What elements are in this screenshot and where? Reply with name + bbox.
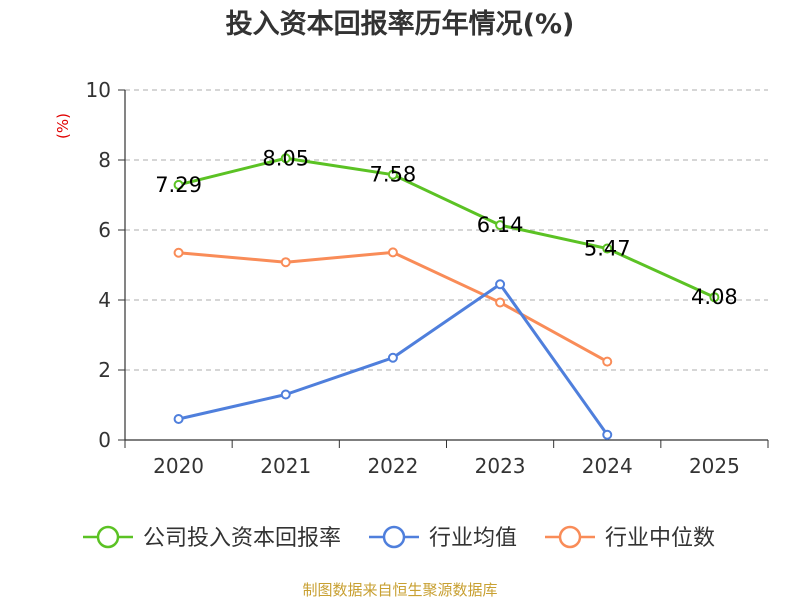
x-tick-label: 2024 <box>582 454 633 478</box>
data-label: 4.08 <box>691 285 738 309</box>
data-point <box>495 220 506 231</box>
data-label: 5.47 <box>584 237 631 261</box>
series-2 <box>173 247 613 367</box>
chart-title: 投入资本回报率历年情况(%) <box>226 8 575 40</box>
data-label: 8.05 <box>262 146 309 170</box>
y-axis-unit: (%) <box>54 113 72 139</box>
y-tick-label: 10 <box>86 78 111 102</box>
x-tick-label: 2020 <box>153 454 204 478</box>
axis-layer: 0 2 4 6 8 10 2020 2021 2022 2023 2024 2025 <box>86 78 769 478</box>
x-tick-label: 2023 <box>475 454 526 478</box>
series-line <box>178 156 716 299</box>
legend-marker <box>96 525 120 549</box>
legend-marker <box>558 525 582 549</box>
y-tick-label: 4 <box>98 288 111 312</box>
y-tick-label: 0 <box>98 428 111 452</box>
data-label-layer: 7.29 8.05 7.58 6.14 5.47 4.08 <box>155 146 738 309</box>
series-1 <box>173 279 613 440</box>
data-point <box>387 352 398 363</box>
data-label: 6.14 <box>477 213 524 237</box>
data-point <box>495 279 506 290</box>
data-point <box>280 257 291 268</box>
y-tick-label: 6 <box>98 218 111 242</box>
x-tick-label: 2025 <box>689 454 740 478</box>
data-point <box>173 179 184 190</box>
data-label: 7.58 <box>370 163 417 187</box>
legend-label: 行业均值 <box>429 526 517 551</box>
data-point <box>173 414 184 424</box>
data-point <box>602 356 613 367</box>
series-0 <box>173 153 720 303</box>
legend: 公司投入资本回报率 行业均值 行业中位数 <box>83 525 715 551</box>
data-point <box>602 429 613 440</box>
legend-marker <box>382 525 406 549</box>
source-note: 制图数据来自恒生聚源数据库 <box>302 581 497 599</box>
data-point <box>602 243 613 254</box>
legend-label: 行业中位数 <box>605 526 715 551</box>
data-point <box>280 153 291 164</box>
data-point <box>495 297 506 308</box>
data-point <box>280 389 291 400</box>
x-tick-label: 2022 <box>367 454 418 478</box>
data-point <box>709 292 720 303</box>
data-label: 7.29 <box>155 173 202 197</box>
x-tick-label: 2021 <box>260 454 311 478</box>
series-layer <box>173 153 720 440</box>
legend-item[interactable]: 行业中位数 <box>545 525 715 551</box>
data-point <box>387 247 398 258</box>
legend-label: 公司投入资本回报率 <box>143 526 341 551</box>
grid-layer <box>125 89 768 371</box>
legend-item[interactable]: 公司投入资本回报率 <box>83 525 341 551</box>
data-point <box>387 169 398 180</box>
y-tick-label: 8 <box>98 148 111 172</box>
y-tick-label: 2 <box>98 358 111 382</box>
legend-item[interactable]: 行业均值 <box>369 525 517 551</box>
data-point <box>173 247 184 258</box>
